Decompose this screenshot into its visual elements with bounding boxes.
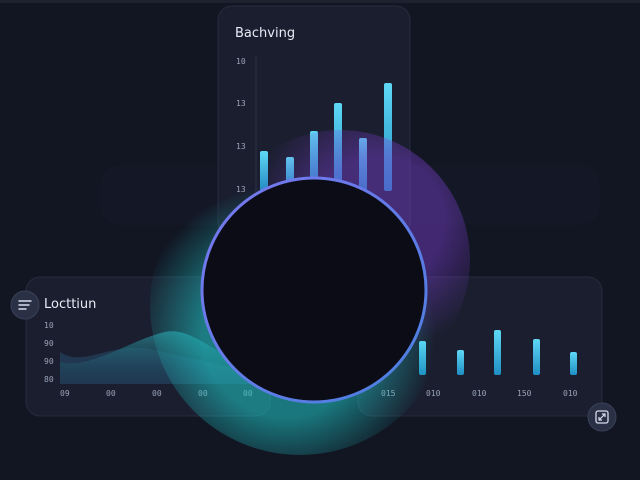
- y-label: 90: [44, 339, 54, 348]
- x-label: 010: [472, 389, 487, 398]
- filter-button[interactable]: [10, 290, 40, 320]
- y-label: 90: [44, 357, 54, 366]
- y-label: 13: [236, 142, 246, 151]
- panel-title: Locttiun: [44, 297, 96, 312]
- panel-title: Bachving: [235, 26, 295, 41]
- y-label: 13: [236, 99, 246, 108]
- bar: [533, 339, 540, 375]
- top-edge: [0, 0, 640, 3]
- x-label: 00: [152, 389, 162, 398]
- x-label: 010: [563, 389, 578, 398]
- x-label: 09: [60, 389, 70, 398]
- x-label: 150: [517, 389, 532, 398]
- y-label: 80: [44, 375, 54, 384]
- expand-button[interactable]: [587, 402, 617, 432]
- bar: [570, 352, 577, 375]
- orb: [200, 176, 428, 404]
- x-label: 010: [426, 389, 441, 398]
- y-label: 10: [236, 57, 246, 66]
- y-label: 10: [44, 321, 54, 330]
- bar: [457, 350, 464, 375]
- bar: [494, 330, 501, 375]
- x-label: 00: [106, 389, 116, 398]
